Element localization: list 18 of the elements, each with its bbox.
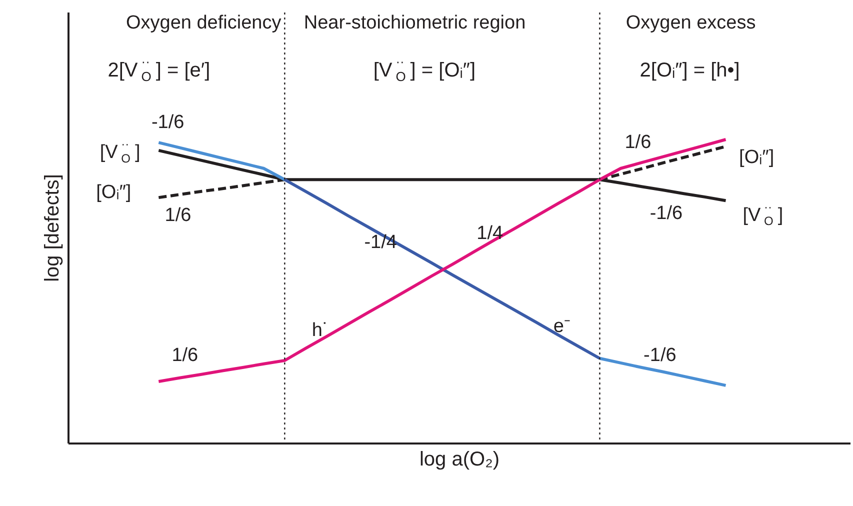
annotation: h˙ <box>312 320 329 341</box>
y-axis-title: log [defects] <box>42 174 64 282</box>
annotation: -1/4 <box>364 232 398 254</box>
annotation: -1/6 <box>644 345 676 366</box>
text: -1/6 <box>151 112 184 133</box>
text: Near-stoichiometric region <box>304 12 526 34</box>
x-axis-title: log a(O₂) <box>419 448 500 470</box>
text: Oxygen excess <box>626 12 756 34</box>
text: 2[Oᵢ″] = [h•] <box>640 59 740 82</box>
annotation: 1/6 <box>164 205 192 226</box>
annotation: 1/6 <box>624 132 652 154</box>
annotation: e⁻ <box>553 316 570 337</box>
annotation: -1/6 <box>650 202 683 224</box>
text: [Oᵢ″] <box>96 182 132 203</box>
text: [Oᵢ″] <box>739 146 774 168</box>
text: Oxygen deficiency <box>126 12 282 34</box>
annotation: 1/4 <box>476 223 504 244</box>
annotation: 1/6 <box>172 345 198 366</box>
